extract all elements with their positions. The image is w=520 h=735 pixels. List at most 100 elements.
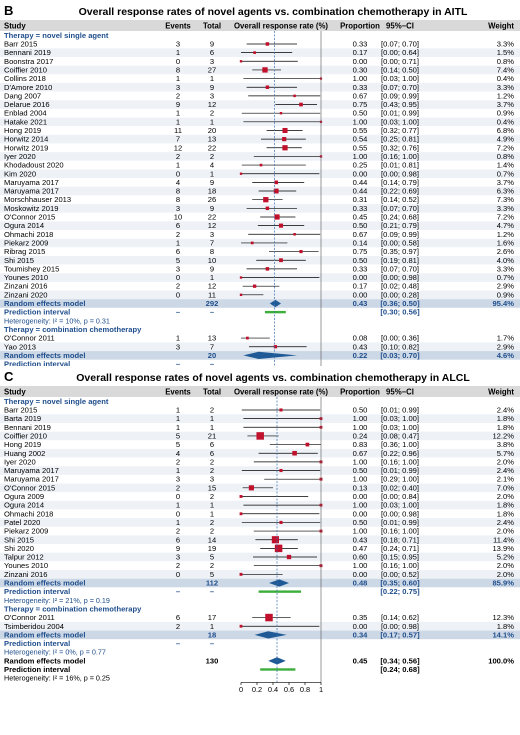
study-name: Barta 2019 — [4, 414, 41, 423]
study-marker — [282, 127, 288, 134]
study-total: 1 — [210, 423, 214, 432]
study-proportion: 0.17 — [353, 282, 368, 291]
study-ci: [0.03; 1.00] — [381, 414, 419, 423]
study-name: Coiffier 2010 — [4, 65, 47, 74]
study-weight: 4.0% — [497, 256, 515, 265]
study-weight: 4.9% — [497, 135, 515, 144]
study-proportion: 0.55 — [353, 143, 368, 152]
study-weight: 11.4% — [493, 535, 514, 544]
study-total: 26 — [208, 195, 216, 204]
prediction-bar — [258, 590, 301, 593]
study-ci: [0.00; 0.98] — [381, 509, 419, 518]
header-study: Study — [4, 387, 26, 396]
header-ci: 95%−CI — [386, 22, 414, 31]
header-orr: Overall response rate (%) — [234, 387, 328, 396]
study-weight: 1.5% — [497, 48, 515, 57]
study-ci: [0.09; 0.99] — [381, 230, 419, 239]
study-marker — [273, 345, 278, 349]
study-events: 0 — [176, 492, 180, 501]
study-name: Toumishey 2015 — [4, 264, 59, 273]
study-events: 6 — [176, 221, 180, 230]
study-events: 1 — [176, 423, 180, 432]
chart-title: Overall response rates of novel agents v… — [78, 6, 468, 18]
study-name: Hong 2019 — [4, 126, 41, 135]
study-marker — [239, 512, 243, 516]
study-marker — [293, 94, 296, 98]
study-weight: 1.8% — [497, 622, 515, 631]
study-marker — [239, 60, 243, 63]
study-total: 4 — [210, 161, 214, 170]
study-name: Horwitz 2014 — [4, 135, 48, 144]
study-proportion: 0.50 — [353, 221, 368, 230]
study-events: 4 — [176, 449, 180, 458]
study-events: 1 — [176, 334, 180, 343]
study-weight: 0.4% — [497, 117, 515, 126]
subgroup-label: Therapy = novel single agent — [4, 397, 109, 406]
study-proportion: 1.00 — [353, 457, 368, 466]
study-total: 6 — [210, 48, 214, 57]
study-ci: [0.22; 0.69] — [381, 187, 419, 196]
study-marker — [246, 336, 249, 340]
study-ci: [0.00; 0.58] — [381, 238, 419, 247]
study-proportion: 0.33 — [353, 264, 368, 273]
study-marker — [279, 408, 283, 412]
subtotal-bg — [0, 578, 520, 588]
study-ci: [0.10; 0.82] — [381, 342, 419, 351]
study-total: 7 — [210, 238, 214, 247]
study-name: Piekarz 2009 — [4, 527, 48, 536]
study-total: 9 — [210, 204, 214, 213]
study-name: Maruyama 2017 — [4, 466, 59, 475]
study-total: 1 — [210, 169, 214, 178]
study-proportion: 0.25 — [353, 161, 368, 170]
study-total: 2 — [210, 457, 214, 466]
study-events: 5 — [176, 431, 180, 440]
study-weight: 7.4% — [497, 65, 515, 74]
study-ci: [0.14; 0.52] — [381, 195, 419, 204]
study-name: Bennani 2019 — [4, 423, 51, 432]
study-proportion: 0.50 — [353, 406, 368, 415]
study-total: 14 — [208, 535, 216, 544]
random-ci: [0.34; 0.56] — [380, 656, 420, 665]
study-marker — [262, 67, 268, 73]
header-total: Total — [203, 387, 221, 396]
study-name: Moskowitz 2019 — [4, 204, 58, 213]
study-proportion: 0.00 — [353, 570, 368, 579]
study-total: 13 — [208, 135, 216, 144]
study-total: 22 — [208, 143, 216, 152]
study-total: 2 — [210, 518, 214, 527]
study-ci: [0.16; 1.00] — [381, 561, 419, 570]
random-ci: [0.17; 0.57] — [380, 630, 420, 639]
study-proportion: 0.67 — [353, 91, 368, 100]
study-weight: 1.4% — [497, 161, 515, 170]
study-weight: 12.2% — [492, 431, 514, 440]
study-ci: [0.36; 1.00] — [381, 440, 419, 449]
study-name: Collins 2018 — [4, 74, 46, 83]
table-header-bg — [0, 386, 520, 397]
study-ci: [0.03; 1.00] — [381, 74, 419, 83]
study-proportion: 0.24 — [353, 431, 368, 440]
x-tick-label: 0.4 — [268, 685, 278, 694]
study-proportion: 0.50 — [353, 109, 368, 118]
study-events: 3 — [176, 553, 180, 562]
study-ci: [0.02; 0.40] — [381, 483, 419, 492]
study-total: 2 — [210, 561, 214, 570]
study-marker — [263, 197, 269, 203]
study-weight: 2.0% — [497, 527, 515, 536]
study-weight: 1.8% — [497, 501, 515, 510]
study-ci: [0.03; 1.00] — [381, 423, 419, 432]
study-events: 1 — [176, 501, 180, 510]
study-marker — [239, 276, 243, 279]
subgroup-label: Therapy = combination chemotherapy — [4, 325, 142, 334]
study-events: 1 — [176, 48, 180, 57]
study-weight: 0.9% — [497, 109, 515, 118]
subgroup-diamond — [269, 299, 281, 308]
study-name: Zinzani 2016 — [4, 282, 47, 291]
subgroup-random-label: Random effects model — [4, 630, 85, 639]
random-weight: 95.4% — [492, 299, 514, 308]
study-total: 6 — [210, 440, 214, 449]
study-ci: [0.14; 0.62] — [381, 613, 419, 622]
study-total: 17 — [208, 613, 216, 622]
study-events: 2 — [176, 91, 180, 100]
heterogeneity-text: Heterogeneity: I² = 16%, p = 0.25 — [4, 674, 110, 683]
study-ci: [0.18; 0.71] — [381, 535, 419, 544]
